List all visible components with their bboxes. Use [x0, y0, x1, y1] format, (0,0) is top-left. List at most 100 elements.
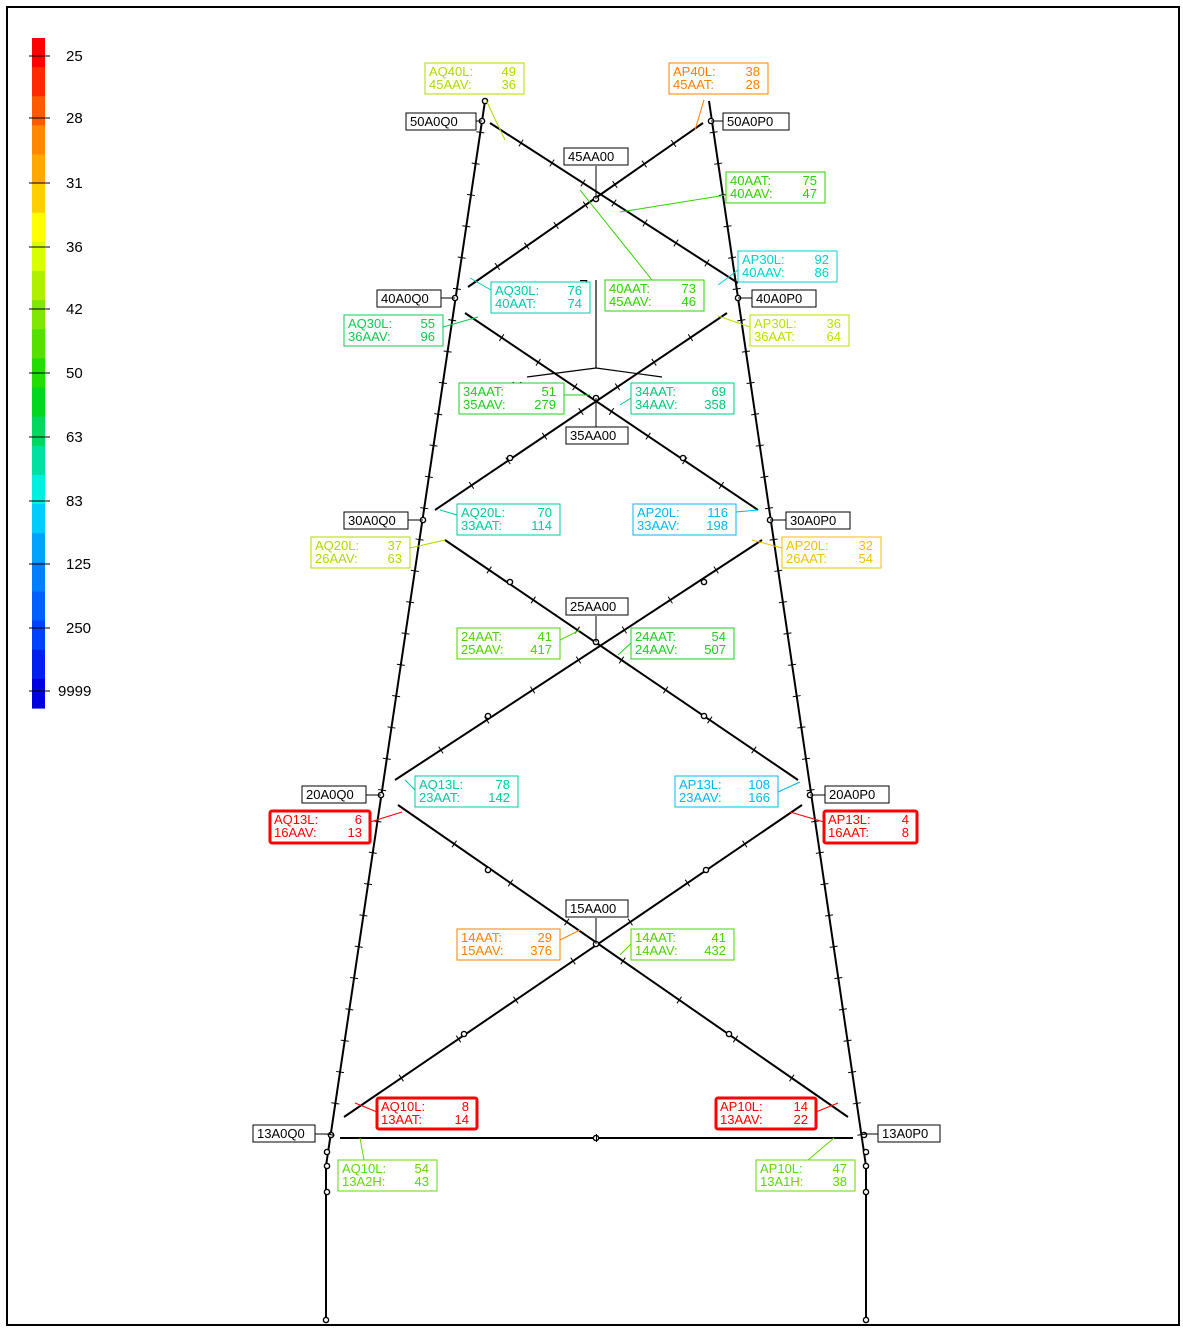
node-label-40a0p0: 40A0P0	[756, 291, 802, 306]
result-label-line1: AQ20L:	[315, 538, 359, 553]
result-leader	[442, 316, 479, 328]
result-leader	[485, 99, 506, 141]
result-box-ap20lr	[632, 503, 737, 536]
result-value-1: 69	[712, 384, 726, 399]
member-tick	[564, 918, 570, 926]
member-tick	[541, 432, 548, 440]
legend-swatch	[32, 212, 45, 243]
result-value-2: 86	[815, 265, 829, 280]
result-leader	[559, 629, 581, 641]
result-leader	[619, 194, 727, 213]
member-tick	[774, 569, 783, 572]
joint-node	[862, 1316, 870, 1324]
member-tick	[843, 1039, 852, 1042]
result-label-line1: AP10L:	[720, 1099, 763, 1114]
result-label-line2: 15AAV:	[461, 943, 504, 958]
member-tick	[424, 475, 433, 478]
node-label-45aa00: 45AA00	[568, 149, 614, 164]
result-label-line1: 34AAT:	[463, 384, 504, 399]
result-labels: AQ40L: 49 45AAV: 36 AP40L: 38 45AAT: 28 40AAT: 75…	[268, 62, 919, 1192]
member-tick	[331, 1102, 340, 1105]
result-value-2: 376	[530, 943, 552, 958]
result-label-line1: AQ10L:	[381, 1099, 425, 1114]
axis-y-line	[526, 367, 597, 378]
result-label-line1: AP30L:	[754, 316, 797, 331]
legend-swatch	[32, 445, 45, 476]
result-value-1: 54	[415, 1161, 429, 1176]
member-tick	[704, 259, 710, 267]
result-label-line1: 24AAT:	[461, 629, 502, 644]
result-label-line2: 40AAV:	[742, 265, 785, 280]
result-value-2: 63	[388, 551, 402, 566]
result-label-line2: 36AAV:	[348, 329, 391, 344]
member-tick	[420, 507, 429, 510]
member-tick	[350, 976, 359, 980]
node-box-15aa00	[565, 899, 629, 918]
result-label-line2: 24AAV:	[635, 642, 678, 657]
member-tick	[578, 407, 584, 416]
result-value-1: 92	[815, 252, 829, 267]
result-leader	[717, 315, 751, 328]
legend-tick-label: 63	[66, 429, 83, 446]
result-label-line1: 34AAT:	[635, 384, 676, 399]
member-tick	[368, 851, 377, 854]
result-label-line2: 40AAV:	[730, 186, 773, 201]
member-tick	[707, 716, 713, 724]
result-leader	[777, 781, 801, 793]
result-label-line1: 14AAT:	[461, 930, 502, 945]
member-tick	[788, 663, 797, 666]
member-tick	[662, 686, 669, 694]
joints	[322, 97, 870, 1324]
member-tick	[670, 139, 677, 148]
member-tick	[476, 131, 485, 134]
result-label-line1: AP13L:	[679, 777, 722, 792]
member-tick	[742, 840, 748, 848]
member-tick	[448, 319, 457, 322]
result-label-line2: 25AAV:	[461, 642, 504, 657]
joint-node	[700, 712, 708, 720]
result-value-2: 96	[421, 329, 435, 344]
legend-tick-label: 25	[66, 48, 83, 65]
result-box-ap10lb	[755, 1159, 856, 1192]
result-leader	[807, 1137, 835, 1161]
member-tick	[582, 201, 589, 209]
result-label-line1: AQ10L:	[342, 1161, 386, 1176]
member-tick	[746, 381, 755, 384]
member-tick	[783, 632, 792, 635]
legend-tick-label: 36	[66, 239, 83, 256]
node-label-30a0q0: 30A0Q0	[348, 513, 396, 528]
result-value-2: 54	[859, 551, 873, 566]
legend-ticks: 25 28 31 36 42 50 63 83 125 250 9999	[29, 48, 91, 700]
legend-swatch	[32, 300, 45, 330]
result-label-line1: AQ13L:	[419, 777, 463, 792]
result-label-line1: 40AAT:	[609, 281, 650, 296]
result-box-r34aat69	[630, 382, 735, 415]
result-box-ap20l	[781, 536, 882, 569]
legend-tick-label: 250	[66, 620, 91, 637]
result-label-line2: 36AAT:	[754, 329, 795, 344]
result-box-r24aat41	[456, 627, 561, 660]
member-tick	[438, 746, 444, 754]
node-box-30a0q0	[343, 511, 409, 530]
member-tick	[457, 256, 466, 259]
member-tick	[741, 350, 750, 353]
result-label-line1: 24AAT:	[635, 629, 676, 644]
member-tick	[524, 242, 530, 250]
result-leader	[404, 779, 416, 791]
result-value-2: 142	[488, 790, 510, 805]
member-tick	[340, 1039, 349, 1042]
member-tick	[641, 160, 647, 168]
member-tick	[687, 334, 694, 342]
member-tick	[335, 1070, 345, 1074]
member-tick	[392, 695, 401, 698]
member-tick	[364, 883, 373, 886]
member-tick	[829, 945, 838, 948]
member-tick	[345, 1008, 354, 1011]
result-box-aq10l	[375, 1096, 479, 1131]
result-value-2: 22	[794, 1112, 808, 1127]
result-value-1: 76	[568, 283, 582, 298]
legend-swatch	[32, 474, 45, 505]
legend-tick-label: 31	[66, 175, 83, 192]
result-leader	[751, 539, 783, 549]
